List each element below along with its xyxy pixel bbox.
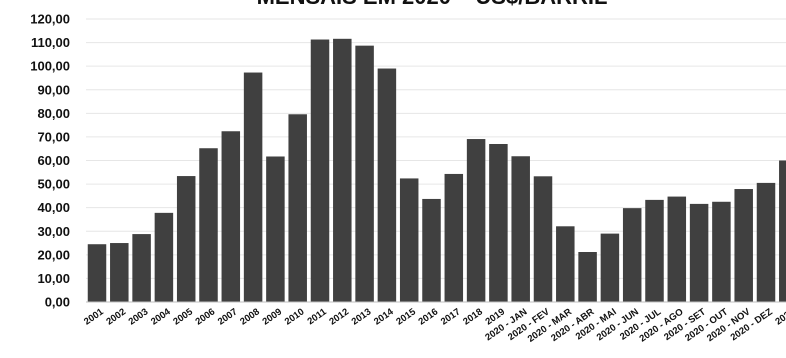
bar [689,203,709,302]
bar [87,244,107,302]
bar [533,176,553,302]
y-tick-label: 30,00 [37,224,70,239]
x-tick-label: 2002 [104,306,128,327]
bar [243,72,263,302]
bar [199,148,218,302]
bars [87,38,786,303]
bar [756,182,776,302]
x-tick-label: 2017 [439,306,463,327]
bar [399,178,419,302]
x-tick-label: 2005 [171,306,195,328]
x-tick-label: 2004 [149,306,173,328]
bar [333,38,352,303]
x-tick-label: 2014 [372,306,396,328]
x-tick-label: 2008 [238,306,262,327]
bar [466,139,486,302]
y-tick-label: 120,00 [30,12,70,27]
bar [556,226,575,302]
x-tick-label: 2009 [260,306,284,327]
bar [712,201,731,302]
chart-title: MENSAIS EM 2020 – US$/BARRIL [257,0,608,9]
x-tick-label: 2015 [394,306,418,328]
x-tick-label: 2011 [306,306,330,327]
y-tick-label: 90,00 [37,82,70,97]
bar [154,212,174,302]
y-tick-label: 50,00 [37,177,70,192]
bar [132,234,151,302]
x-tick-label: 2016 [417,306,441,327]
bar [600,233,620,302]
x-tick-label: 2010 [283,306,307,327]
bar [110,243,129,302]
bar [221,131,241,302]
y-tick-label: 0,00 [45,295,70,310]
bar [355,45,374,302]
y-tick-label: 110,00 [31,35,70,50]
bar [511,156,530,302]
bar [266,156,285,302]
x-tick-label: 2001 [82,306,106,328]
x-tick-label: 2003 [127,306,151,327]
y-tick-label: 10,00 [37,271,70,286]
y-tick-label: 60,00 [37,153,70,168]
bar [489,143,508,302]
bar [734,189,753,302]
x-tick-label: 2006 [194,306,218,327]
bar [288,114,307,302]
x-tick-label: 2021 [773,306,786,328]
bar [667,196,687,302]
bar [645,199,664,302]
x-axis-tick-labels: 2001200220032004200520062007200820092010… [82,306,786,345]
y-tick-label: 70,00 [37,129,70,144]
x-tick-label: 2018 [461,306,485,327]
y-axis-tick-labels: 0,00 10,00 20,00 30,00 40,00 50,00 60,00 70,00 8… [30,12,70,310]
bar [377,68,397,303]
x-tick-label: 2013 [350,306,374,327]
y-tick-label: 80,00 [37,106,70,121]
y-tick-label: 40,00 [37,200,70,215]
bar [422,198,441,302]
bar [444,173,464,302]
y-tick-label: 20,00 [37,247,70,262]
bar [176,176,196,302]
x-tick-label: 2007 [216,306,240,327]
bar [310,39,330,303]
bar [578,252,597,302]
x-tick-label: 2012 [327,306,351,327]
bar [779,160,786,302]
y-tick-label: 100,00 [30,59,70,74]
bar [622,208,642,302]
